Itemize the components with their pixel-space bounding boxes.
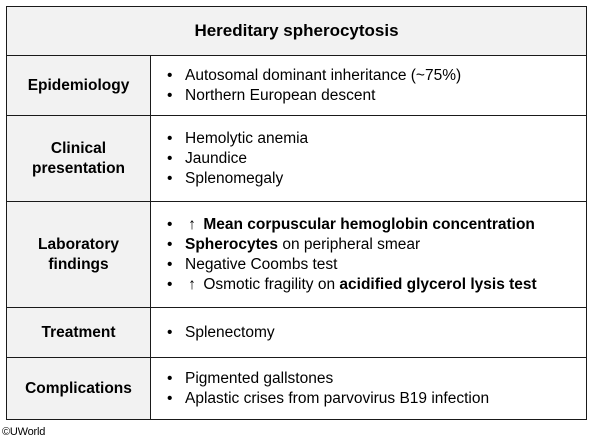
list-item: Northern European descent bbox=[165, 86, 586, 106]
table-row-clinical-presentation: Clinical presentation Hemolytic anemia J… bbox=[6, 115, 587, 202]
row-content-complications: Pigmented gallstones Aplastic crises fro… bbox=[150, 357, 587, 420]
table-row-treatment: Treatment Splenectomy bbox=[6, 307, 587, 358]
list-item: Hemolytic anemia bbox=[165, 129, 586, 149]
row-content-epidemiology: Autosomal dominant inheritance (~75%) No… bbox=[150, 55, 587, 116]
hereditary-spherocytosis-table: Hereditary spherocytosis Epidemiology Au… bbox=[6, 6, 587, 420]
lab-finding-text: on peripheral smear bbox=[278, 235, 421, 253]
row-label-treatment: Treatment bbox=[6, 307, 151, 358]
lab-finding-text: Osmotic fragility on bbox=[203, 275, 340, 293]
row-label-complications: Complications bbox=[6, 357, 151, 420]
row-label-clinical-presentation: Clinical presentation bbox=[6, 115, 151, 202]
lab-finding-mchc: Mean corpuscular hemoglobin concentratio… bbox=[203, 215, 535, 233]
list-item: Negative Coombs test bbox=[165, 255, 586, 275]
up-arrow-icon: ↑ bbox=[188, 215, 196, 233]
list-item: Splenomegaly bbox=[165, 169, 586, 189]
table-row-complications: Complications Pigmented gallstones Aplas… bbox=[6, 357, 587, 420]
table-title: Hereditary spherocytosis bbox=[6, 6, 587, 56]
list-item: Jaundice bbox=[165, 149, 586, 169]
list-item: Aplastic crises from parvovirus B19 infe… bbox=[165, 389, 586, 409]
list-item: ↑ Mean corpuscular hemoglobin concentrat… bbox=[165, 215, 586, 235]
laboratory-list: ↑ Mean corpuscular hemoglobin concentrat… bbox=[165, 215, 586, 295]
list-item: Splenectomy bbox=[165, 323, 586, 343]
row-content-laboratory-findings: ↑ Mean corpuscular hemoglobin concentrat… bbox=[150, 201, 587, 308]
table-row-epidemiology: Epidemiology Autosomal dominant inherita… bbox=[6, 55, 587, 116]
row-label-line: Laboratory bbox=[38, 235, 119, 253]
clinical-list: Hemolytic anemia Jaundice Splenomegaly bbox=[165, 129, 586, 189]
row-label-line: presentation bbox=[31, 159, 125, 177]
table-row-laboratory-findings: Laboratory findings ↑ Mean corpuscular h… bbox=[6, 201, 587, 308]
copyright-notice: ©UWorld bbox=[2, 426, 46, 438]
row-label-line: findings bbox=[48, 255, 109, 273]
lab-finding-spherocytes: Spherocytes bbox=[185, 235, 279, 253]
row-content-clinical-presentation: Hemolytic anemia Jaundice Splenomegaly bbox=[150, 115, 587, 202]
list-item: Pigmented gallstones bbox=[165, 369, 586, 389]
epidemiology-list: Autosomal dominant inheritance (~75%) No… bbox=[165, 66, 586, 106]
list-item: ↑ Osmotic fragility on acidified glycero… bbox=[165, 275, 586, 295]
list-item: Spherocytes on peripheral smear bbox=[165, 235, 586, 255]
list-item: Autosomal dominant inheritance (~75%) bbox=[165, 66, 586, 86]
row-content-treatment: Splenectomy bbox=[150, 307, 587, 358]
complications-list: Pigmented gallstones Aplastic crises fro… bbox=[165, 369, 586, 409]
row-label-laboratory-findings: Laboratory findings bbox=[6, 201, 151, 308]
up-arrow-icon: ↑ bbox=[188, 275, 196, 293]
row-label-line: Clinical bbox=[50, 139, 107, 157]
row-label-epidemiology: Epidemiology bbox=[6, 55, 151, 116]
lab-finding-glycerol-lysis: acidified glycerol lysis test bbox=[339, 275, 537, 293]
treatment-list: Splenectomy bbox=[165, 323, 586, 343]
